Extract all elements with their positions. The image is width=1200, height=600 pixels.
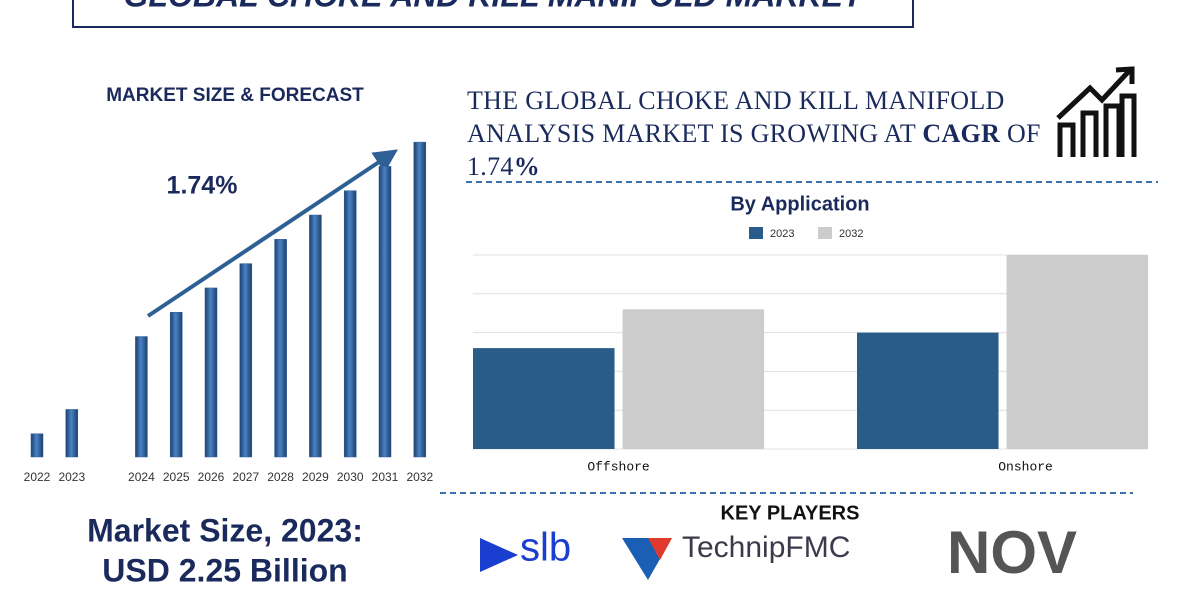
bar [1006,255,1149,449]
market-size-value: USD 2.25 Billion [102,552,347,588]
headline-text: % [513,152,541,181]
bar [413,141,427,458]
bar [65,409,79,458]
bar [239,263,253,458]
x-tick-label: 2031 [372,470,399,484]
market-size-label: Market Size, 2023: [87,512,363,548]
bar [204,287,218,458]
bar [309,214,322,458]
legend-label: 2023 [770,228,794,240]
bar [857,332,999,449]
x-tick-label: 2024 [128,470,155,484]
x-tick-label: 2032 [406,470,433,484]
growth-arrow [146,149,398,318]
annotation: 1.74% [167,172,238,200]
bar [30,433,44,458]
x-tick-label: 2030 [337,470,364,484]
bar [343,190,357,458]
technip-logo-mark [648,538,672,560]
bar [169,311,183,458]
growth-icon [1056,66,1137,157]
bar [622,309,765,449]
chart-title: By Application [730,193,869,215]
x-tick-label: Onshore [998,459,1053,474]
bar [135,336,148,458]
headline-text: THE GLOBAL CHOKE AND KILL MANIFOLD ANALY… [467,86,1005,148]
headline: THE GLOBAL CHOKE AND KILL MANIFOLD ANALY… [467,84,1042,183]
key-players-title: KEY PLAYERS [721,502,860,524]
x-tick-label: 2022 [24,470,51,484]
player-logo: TechnipFMC [682,531,850,564]
bar [274,239,287,458]
x-tick-label: Offshore [587,459,649,474]
legend-swatch [749,227,763,239]
page-title: GLOBAL CHOKE AND KILL MANIFOLD MARKET [124,0,865,13]
chart-title: MARKET SIZE & FORECAST [106,85,364,106]
legend-label: 2032 [839,228,863,240]
x-tick-label: 2023 [58,470,85,484]
slb-logo-mark [480,538,518,572]
legend-swatch [818,227,832,239]
x-tick-label: 2027 [232,470,259,484]
x-tick-label: 2026 [198,470,225,484]
title-box [72,0,914,28]
player-logo: slb [520,526,571,570]
x-tick-label: 2025 [163,470,190,484]
headline-text: OF 1.74 [467,119,1041,181]
headline-text: CAGR [922,119,1001,148]
x-tick-label: 2029 [302,470,329,484]
player-logo: NOV [947,519,1077,586]
x-tick-label: 2028 [267,470,294,484]
bar [473,348,615,449]
bar [378,166,392,458]
